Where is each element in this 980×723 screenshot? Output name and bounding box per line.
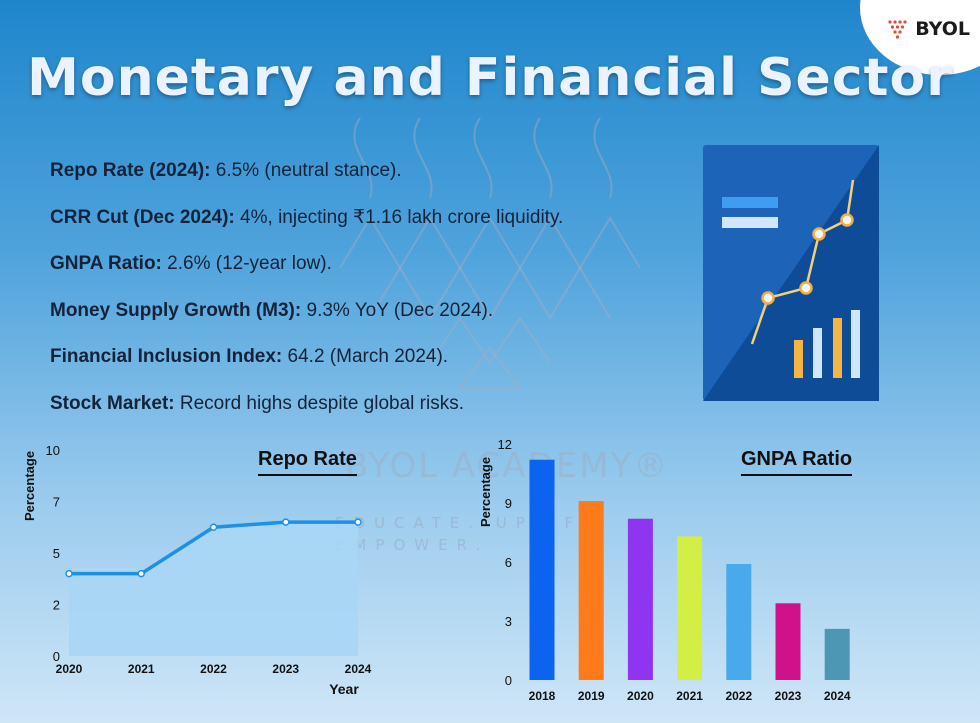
repo-y-axis-label: Percentage xyxy=(22,451,37,521)
gnpa-bar xyxy=(529,459,555,680)
gnpa-x-tick-label: 2022 xyxy=(725,689,752,703)
repo-x-tick-label: 2021 xyxy=(128,662,155,676)
gnpa-x-tick-label: 2020 xyxy=(627,689,654,703)
gnpa-chart-title: GNPA Ratio xyxy=(741,448,853,476)
gnpa-bar xyxy=(824,628,850,680)
gnpa-bar xyxy=(775,603,801,680)
fact-label: CRR Cut (Dec 2024): xyxy=(50,206,235,228)
gnpa-x-tick-label: 2023 xyxy=(775,689,802,703)
repo-point xyxy=(354,518,362,526)
gnpa-y-tick-label: 6 xyxy=(505,555,512,570)
brand-logo[interactable]: BYOL xyxy=(887,18,970,40)
fact-crr-cut: CRR Cut (Dec 2024): 4%, injecting ₹1.16 … xyxy=(50,205,563,252)
repo-y-tick-label: 5 xyxy=(53,546,60,561)
fact-money-supply: Money Supply Growth (M3): 9.3% YoY (Dec … xyxy=(50,298,563,345)
repo-chart-title: Repo Rate xyxy=(258,448,357,476)
gnpa-bar xyxy=(578,501,604,680)
repo-point xyxy=(209,523,218,531)
fact-label: Stock Market: xyxy=(50,392,175,414)
gnpa-y-tick-label: 0 xyxy=(505,673,512,688)
repo-point xyxy=(137,569,145,578)
page-title: Monetary and Financial Sector xyxy=(27,48,953,108)
gnpa-x-tick-label: 2018 xyxy=(529,689,556,703)
fact-label: Repo Rate (2024): xyxy=(50,160,211,181)
watermark-pattern-icon xyxy=(340,118,640,389)
repo-y-tick-label: 10 xyxy=(46,443,60,458)
fact-gnpa: GNPA Ratio: 2.6% (12-year low). xyxy=(50,251,563,298)
repo-x-axis-label: Year xyxy=(329,681,359,697)
gnpa-x-tick-label: 2019 xyxy=(578,689,605,703)
fact-value: 6.5% (neutral stance). xyxy=(210,160,402,181)
repo-y-tick-label: 2 xyxy=(53,598,60,613)
growth-chart-illustration-icon xyxy=(703,145,879,401)
repo-x-tick-label: 2020 xyxy=(56,662,83,676)
repo-point xyxy=(282,518,290,526)
gnpa-x-tick-label: 2024 xyxy=(824,689,851,703)
fact-stock-market: Stock Market: Record highs despite globa… xyxy=(50,391,563,438)
fact-label: GNPA Ratio: xyxy=(50,253,162,274)
repo-point xyxy=(65,569,73,578)
repo-x-tick-label: 2024 xyxy=(345,662,372,676)
gnpa-bar xyxy=(627,518,653,680)
fact-financial-inclusion: Financial Inclusion Index: 64.2 (March 2… xyxy=(50,344,563,391)
repo-x-tick-label: 2023 xyxy=(272,662,299,676)
fact-label: Financial Inclusion Index: xyxy=(50,346,283,367)
fact-value: 4%, injecting ₹1.16 lakh crore liquidity… xyxy=(234,206,564,228)
fact-repo-rate: Repo Rate (2024): 6.5% (neutral stance). xyxy=(50,158,563,205)
repo-rate-chart: Percentage Year 0 2 5 7 10 2020 2021 2022 2023 20… xyxy=(22,443,372,697)
gnpa-y-tick-label: 12 xyxy=(498,437,512,452)
repo-area xyxy=(69,522,358,656)
gnpa-y-axis-label: Percentage xyxy=(478,457,493,527)
fact-value: Record highs despite global risks. xyxy=(174,392,464,414)
logo-text: BYOL xyxy=(915,18,970,40)
watermark-text: BYOL ACADEMY® xyxy=(345,446,670,486)
repo-y-tick-label: 0 xyxy=(53,649,60,664)
gnpa-y-tick-label: 3 xyxy=(505,614,512,629)
fact-label: Money Supply Growth (M3): xyxy=(50,299,302,321)
fact-value: 9.3% YoY (Dec 2024). xyxy=(301,299,494,321)
gnpa-bar xyxy=(677,536,703,680)
gnpa-bar xyxy=(726,563,752,680)
facts-list: Repo Rate (2024): 6.5% (neutral stance).… xyxy=(50,158,563,437)
repo-y-tick-label: 7 xyxy=(53,495,60,510)
fact-value: 2.6% (12-year low). xyxy=(161,253,332,274)
gnpa-y-tick-label: 9 xyxy=(505,496,512,511)
gnpa-x-tick-label: 2021 xyxy=(676,689,703,703)
brand-mark-icon xyxy=(888,20,907,39)
fact-value: 64.2 (March 2024). xyxy=(282,346,449,367)
gnpa-ratio-chart: Percentage 0 3 6 9 12 2018 2019 2020 2021 2022 202… xyxy=(478,437,851,703)
repo-x-tick-label: 2022 xyxy=(200,662,227,676)
